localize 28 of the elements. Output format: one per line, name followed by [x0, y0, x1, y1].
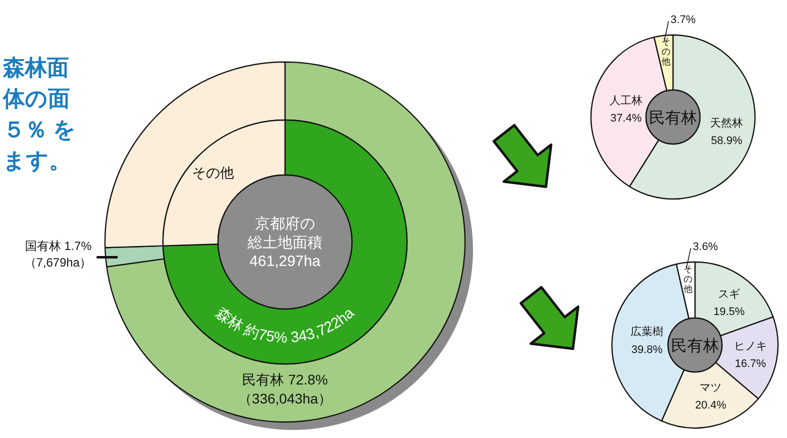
slice-label: その他 [661, 36, 670, 67]
slice-label: ヒノキ [734, 340, 767, 352]
slice-label: その他 [684, 264, 693, 294]
text: ます。 [3, 148, 71, 173]
donut-slice [106, 61, 466, 422]
slice-label: その他 [192, 164, 234, 180]
data-label: 3.7% [670, 14, 696, 26]
data-label: 20.4% [695, 400, 727, 412]
text: 京都府の総土地面積 [246, 216, 322, 252]
slice-label: スギ [718, 288, 740, 300]
slice-label: 天然林 [710, 116, 744, 130]
data-label: 39.8% [631, 344, 663, 356]
data-label: 19.5% [713, 306, 745, 318]
data-label: 3.6% [692, 241, 718, 254]
slice-label: 広葉樹 [630, 325, 664, 338]
text: 森林面 [2, 55, 69, 80]
slice-label: マツ [700, 382, 722, 394]
data-label: 58.9% [711, 135, 742, 148]
text: 体の面 [2, 86, 70, 111]
data-label: 16.7% [734, 358, 766, 370]
data-label: 37.4% [610, 112, 642, 124]
slice-label: 国有林 1.7% （7,679ha） [24, 238, 92, 270]
text: 461,297ha [250, 253, 322, 270]
text: ５％ を [3, 117, 76, 142]
text: 民有林 [649, 108, 697, 127]
slice-label: 民有林 72.8% （336,043ha） [238, 372, 332, 406]
slice-label: 人工林 [610, 94, 643, 107]
text: 民有林 [671, 336, 719, 355]
